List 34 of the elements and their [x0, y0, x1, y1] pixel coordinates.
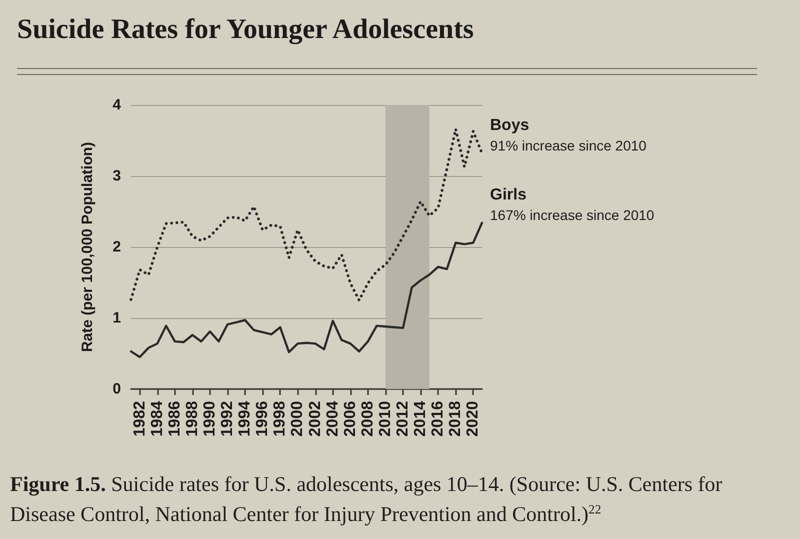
series-label: Girls [490, 186, 527, 204]
text: 167% increase since 2010 [490, 206, 654, 223]
x-tick-label: 1994 [236, 400, 254, 437]
y-tick-label: 1 [112, 310, 121, 326]
x-tick-label: 1990 [201, 400, 218, 437]
text: 91% increase since 2010 [490, 137, 647, 154]
x-tick-label: 2014 [412, 400, 430, 437]
x-tick-label: 1998 [272, 400, 289, 437]
y-tick-label: 3 [112, 168, 121, 184]
y-tick-label: 0 [112, 380, 121, 398]
line-series [130, 222, 484, 358]
x-tick-label: 2006 [342, 400, 359, 437]
y-tick-label: 4 [112, 96, 122, 114]
x-tick-label: 2002 [306, 400, 324, 437]
x-tick-label: 2010 [376, 400, 394, 437]
x-tick-label: 1992 [219, 400, 236, 437]
x-tick-label: 2018 [447, 400, 464, 437]
x-tick-label: 2008 [359, 400, 376, 437]
x-tick-label: 2000 [289, 400, 306, 437]
caption: Figure 1.5. [10, 472, 106, 496]
x-tick-label: 1988 [184, 400, 201, 437]
x-tick-label: 2016 [430, 400, 447, 437]
x-tick-label: 1982 [131, 400, 148, 437]
x-tick-label: 2012 [394, 400, 412, 437]
x-tick-label: 2004 [324, 400, 342, 437]
x-tick-label: 1986 [166, 400, 184, 437]
series-label: Boys [490, 116, 530, 134]
y-axis-title: Rate (per 100,000 Population) [79, 142, 96, 352]
x-tick-label: 2020 [464, 400, 482, 437]
y-tick-label: 2 [112, 238, 121, 256]
chart-title: Suicide Rates for Younger Adolescents [17, 14, 474, 46]
line-series [130, 128, 484, 302]
x-tick-label: 1996 [254, 400, 272, 437]
x-tick-label: 1984 [148, 400, 166, 437]
